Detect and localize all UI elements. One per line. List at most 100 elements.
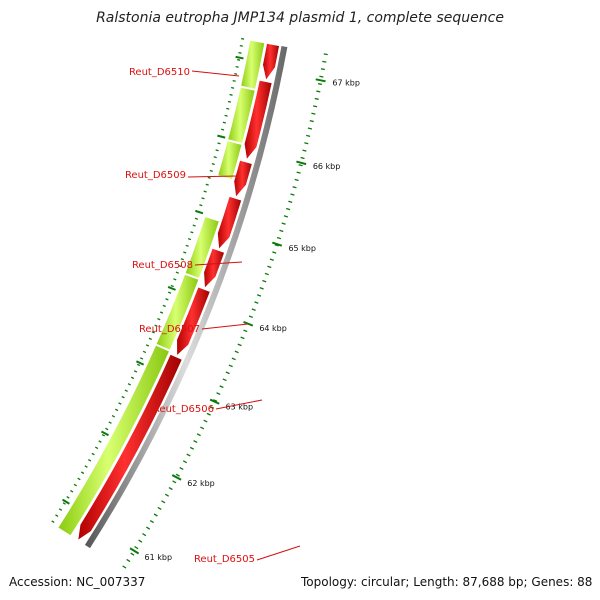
- ruler-minor-tick: [142, 533, 147, 537]
- inner-minor-tick: [217, 142, 221, 145]
- ruler-minor-tick: [283, 215, 289, 218]
- inner-minor-tick: [207, 176, 211, 179]
- ruler-major-tick: [272, 241, 283, 247]
- reverse-strand-genes: [57, 39, 266, 537]
- ruler-minor-tick: [186, 453, 191, 457]
- inner-minor-tick: [235, 65, 239, 68]
- inner-minor-tick: [58, 508, 63, 511]
- ruler-minor-tick: [219, 385, 224, 389]
- inner-minor-tick: [234, 72, 238, 75]
- ruler-minor-tick: [267, 265, 272, 269]
- ruler-minor-tick: [319, 75, 324, 78]
- inner-minor-tick: [201, 197, 205, 200]
- ruler-minor-tick: [189, 446, 195, 450]
- ruler-minor-tick: [228, 364, 233, 368]
- ruler-major-tick: [315, 78, 326, 83]
- inner-major-tick: [195, 209, 204, 215]
- ruler-minor-tick: [157, 506, 162, 510]
- inner-major-tick: [217, 134, 226, 139]
- ruler-minor-tick: [243, 329, 248, 333]
- inner-minor-tick: [187, 237, 192, 241]
- ruler-ticks: 67 kbp 66 kbp 65 kbp 64 kbp 63 kbp 62 kbp 61 k…: [51, 37, 360, 569]
- ruler-minor-tick: [231, 357, 236, 361]
- ruler-minor-tick: [126, 558, 131, 563]
- inner-minor-tick: [213, 156, 217, 159]
- inner-minor-tick: [226, 107, 230, 110]
- ruler-kbp-label: 63 kbp: [226, 403, 254, 412]
- reverse-gene-block: [227, 86, 256, 144]
- inner-major-tick: [167, 286, 176, 291]
- ruler-minor-tick: [294, 178, 299, 182]
- inner-minor-tick: [238, 51, 242, 54]
- ruler-minor-tick: [281, 222, 286, 225]
- ruler-minor-tick: [274, 244, 279, 247]
- inner-minor-tick: [222, 121, 226, 124]
- ruler-minor-tick: [276, 236, 282, 240]
- ruler-minor-tick: [175, 473, 180, 477]
- inner-major-tick: [135, 360, 145, 366]
- reverse-gene-block: [240, 39, 266, 90]
- summary-label: Topology: circular; Length: 87,688 bp; G…: [301, 575, 593, 589]
- inner-minor-tick: [115, 408, 119, 412]
- inner-major-tick: [100, 430, 109, 437]
- inner-minor-tick: [224, 114, 228, 117]
- inner-minor-tick: [139, 357, 144, 360]
- inner-minor-tick: [70, 489, 74, 493]
- gene-label-leader: [215, 399, 263, 410]
- gene-label-leader: [201, 323, 249, 330]
- inner-minor-tick: [173, 278, 177, 281]
- inner-minor-tick: [130, 376, 135, 380]
- forward-gene-arrow: [176, 286, 211, 357]
- inner-minor-tick: [145, 344, 150, 347]
- inner-minor-tick: [105, 427, 109, 431]
- reverse-gene-block: [57, 344, 171, 537]
- inner-minor-tick: [118, 402, 122, 405]
- gene-label: Reut_D6508: [132, 260, 193, 271]
- ruler-minor-tick: [272, 251, 277, 254]
- gene-label-leader: [194, 261, 243, 266]
- ruler-minor-tick: [248, 315, 254, 319]
- forward-gene-arrow: [262, 42, 280, 82]
- ruler-kbp-label: 62 kbp: [187, 479, 215, 488]
- ruler-minor-tick: [296, 171, 301, 174]
- inner-minor-tick: [148, 337, 152, 341]
- ruler-minor-tick: [256, 294, 262, 297]
- ruler-minor-tick: [149, 519, 154, 524]
- inner-minor-tick: [142, 350, 147, 354]
- gene-labels: Reut_D6510 Reut_D6509 Reut_D6508 Reut_D6507…: [125, 67, 301, 565]
- inner-minor-tick: [98, 440, 102, 443]
- inner-minor-tick: [227, 100, 232, 103]
- inner-minor-tick: [190, 231, 194, 234]
- inner-minor-tick: [101, 433, 106, 437]
- ruler-minor-tick: [146, 526, 151, 530]
- ruler-major-tick: [243, 321, 254, 327]
- inner-minor-tick: [51, 520, 55, 524]
- inner-minor-tick: [209, 169, 213, 173]
- inner-minor-tick: [154, 324, 158, 327]
- ruler-minor-tick: [279, 229, 284, 233]
- ruler-major-tick: [296, 160, 307, 166]
- ruler-minor-tick: [134, 546, 139, 550]
- ruler-minor-tick: [168, 487, 173, 491]
- ruler-major-tick: [171, 474, 182, 481]
- inner-minor-tick: [199, 204, 203, 207]
- ruler-minor-tick: [193, 440, 198, 443]
- inner-major-tick: [235, 55, 244, 60]
- ruler-minor-tick: [322, 60, 327, 63]
- inner-minor-tick: [66, 496, 70, 499]
- inner-minor-tick: [157, 317, 161, 321]
- ruler-minor-tick: [304, 142, 309, 145]
- forward-gene-arrow: [216, 195, 243, 251]
- inner-minor-tick: [215, 149, 219, 152]
- ruler-minor-tick: [240, 336, 245, 340]
- gene-label: Reut_D6505: [194, 554, 255, 565]
- ruler-minor-tick: [203, 419, 208, 423]
- ruler-minor-tick: [179, 466, 184, 471]
- ruler-major-tick: [209, 398, 220, 405]
- inner-minor-tick: [180, 258, 184, 261]
- ruler-minor-tick: [262, 279, 267, 283]
- inner-minor-tick: [175, 271, 179, 274]
- ruler-kbp-label: 66 kbp: [313, 162, 341, 171]
- ruler-minor-tick: [216, 392, 221, 396]
- inner-major-tick: [62, 498, 70, 505]
